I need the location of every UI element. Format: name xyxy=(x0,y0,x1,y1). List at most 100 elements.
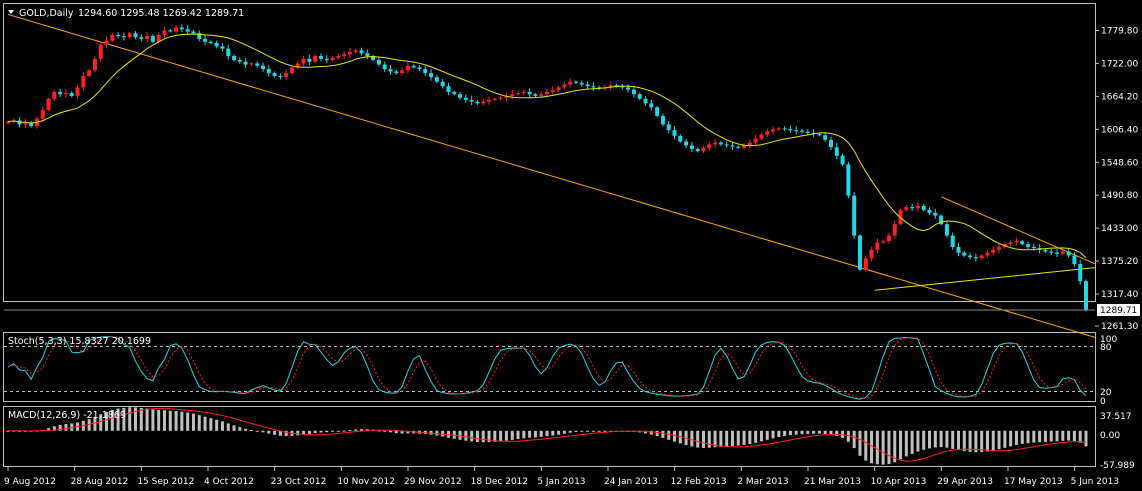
candle-body xyxy=(226,48,231,57)
candle-body xyxy=(985,252,990,256)
candle-body xyxy=(174,27,179,32)
macd-bar xyxy=(667,430,671,440)
macd-bar xyxy=(829,430,833,435)
candle-body xyxy=(973,257,978,259)
macd-bar xyxy=(191,413,195,431)
macd-bar xyxy=(151,409,155,431)
candle-body xyxy=(910,207,915,209)
candle-body xyxy=(52,91,57,99)
candle-body xyxy=(713,142,718,145)
candle-body xyxy=(185,29,190,32)
dropdown-arrow-icon[interactable] xyxy=(8,10,14,14)
macd-bar xyxy=(951,430,955,449)
macd-bar xyxy=(968,430,972,452)
candle-body xyxy=(150,36,155,42)
macd-bar xyxy=(788,430,792,436)
stoch-20-label: 20 xyxy=(1100,388,1112,398)
macd-bar xyxy=(273,430,277,435)
macd-bar xyxy=(597,430,601,432)
candle-body xyxy=(168,30,173,32)
macd-bar xyxy=(99,414,103,431)
candle-body xyxy=(944,224,949,236)
macd-bar xyxy=(180,411,184,431)
candle-body xyxy=(805,131,810,133)
macd-bar xyxy=(261,430,265,433)
candle-body xyxy=(620,86,625,88)
macd-bar xyxy=(1061,430,1065,441)
macd-bar xyxy=(870,430,874,464)
macd-bar xyxy=(985,430,989,452)
candle-body xyxy=(156,34,161,42)
macd-bar xyxy=(215,419,219,431)
macd-bar xyxy=(348,430,352,432)
candle-body xyxy=(991,249,996,253)
candle-body xyxy=(782,128,787,130)
trendline[interactable] xyxy=(874,267,1096,291)
macd-bar xyxy=(609,430,613,432)
candle-body xyxy=(243,61,248,65)
macd-bar xyxy=(209,418,213,431)
macd-bar xyxy=(186,412,190,431)
macd-bar xyxy=(58,424,62,431)
candle-body xyxy=(1026,244,1031,247)
macd-bar xyxy=(93,416,97,431)
macd-bar xyxy=(365,429,369,431)
macd-bar xyxy=(1043,430,1047,442)
candle-body xyxy=(347,52,352,55)
candle-body xyxy=(63,93,68,95)
macd-bar xyxy=(800,430,804,435)
price-tick-label: 1779.80 xyxy=(1101,27,1138,37)
candle-body xyxy=(417,67,422,70)
macd-bar xyxy=(991,430,995,451)
macd-bar xyxy=(771,430,775,439)
candle-body xyxy=(678,135,683,142)
macd-bar xyxy=(835,430,839,437)
macd-bar xyxy=(899,430,903,460)
time-label: 9 Aug 2012 xyxy=(4,477,56,487)
candle-body xyxy=(469,99,474,102)
macd-bar xyxy=(858,430,862,456)
candle-body xyxy=(626,87,631,90)
candle-body xyxy=(927,209,932,213)
candle-body xyxy=(284,73,289,78)
macd-panel-border xyxy=(3,406,1096,467)
candle-body xyxy=(539,94,544,96)
candle-body xyxy=(29,122,34,127)
candle-body xyxy=(261,65,266,70)
macd-bar xyxy=(603,430,607,432)
macd-bar xyxy=(881,430,885,465)
macd-bar xyxy=(887,430,891,465)
candle-body xyxy=(1043,249,1048,252)
macd-bar xyxy=(238,427,242,431)
macd-bar xyxy=(893,430,897,463)
candle-body xyxy=(6,121,10,124)
candle-body xyxy=(979,255,984,259)
macd-bar xyxy=(394,430,398,434)
macd-bar xyxy=(1003,430,1007,448)
macd-bar xyxy=(464,430,468,441)
candle-body xyxy=(823,135,828,140)
candle-body xyxy=(568,81,573,85)
candle-body xyxy=(411,65,416,68)
macd-bar xyxy=(232,425,236,431)
macd-bar xyxy=(864,430,868,461)
candle-body xyxy=(492,98,497,100)
trendline[interactable] xyxy=(7,13,1096,338)
macd-bar xyxy=(956,430,960,451)
macd-bar xyxy=(962,430,966,452)
price-tick-label: 1664.20 xyxy=(1101,92,1138,102)
candle-body xyxy=(701,147,706,152)
macd-bar xyxy=(528,430,532,438)
candle-body xyxy=(579,82,584,85)
macd-bar xyxy=(516,430,520,440)
candle-body xyxy=(950,235,955,247)
macd-bar xyxy=(360,429,364,431)
macd-bar xyxy=(70,423,74,431)
macd-bar xyxy=(777,430,781,438)
candle-body xyxy=(475,101,480,104)
candle-body xyxy=(237,60,242,62)
macd-bar xyxy=(846,430,850,442)
macd-bar xyxy=(1067,430,1071,441)
candle-body xyxy=(1078,264,1083,282)
